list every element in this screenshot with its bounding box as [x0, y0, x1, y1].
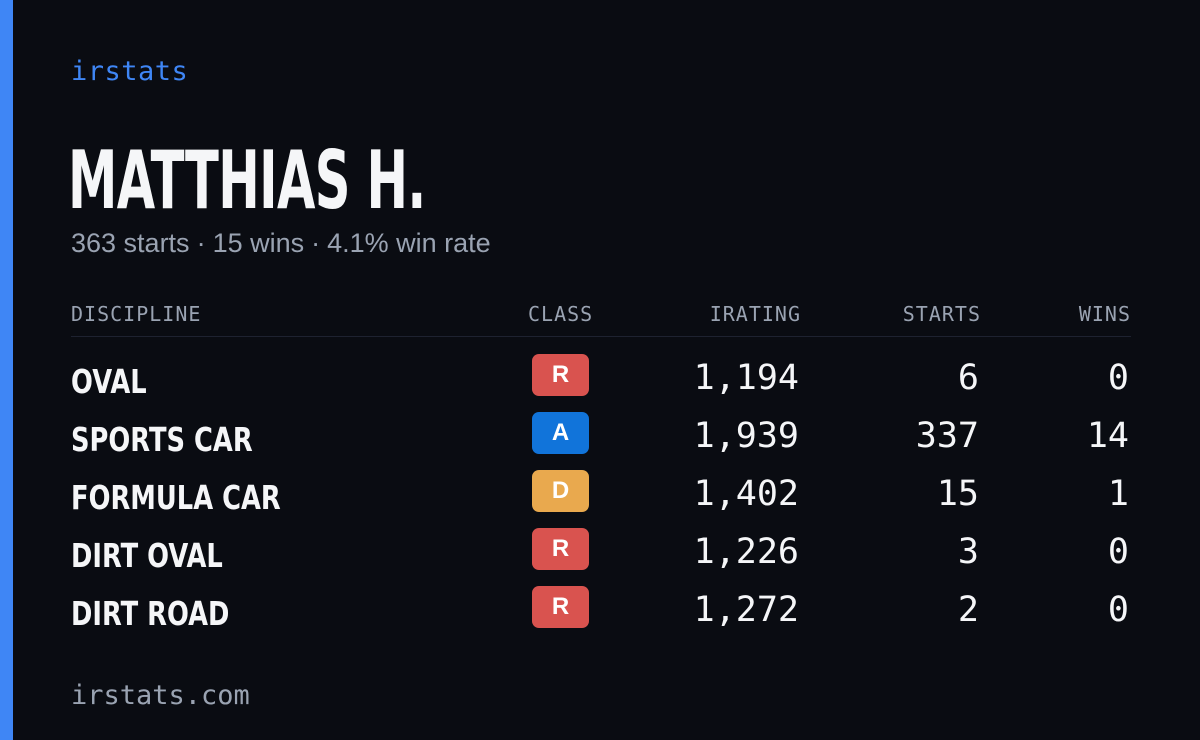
- header-discipline: DISCIPLINE: [71, 302, 202, 326]
- discipline-name: DIRT OVAL: [71, 536, 223, 575]
- starts-value: 6: [957, 358, 979, 398]
- class-badge: R: [532, 586, 589, 628]
- table-row: DIRT OVAL R 1,226 3 0: [71, 528, 1131, 586]
- driver-summary: 363 starts · 15 wins · 4.1% win rate: [71, 228, 491, 259]
- footer-url: irstats.com: [71, 680, 250, 711]
- irating-value: 1,272: [693, 590, 799, 630]
- class-badge: A: [532, 412, 589, 454]
- irating-value: 1,939: [693, 416, 799, 456]
- starts-value: 15: [936, 474, 979, 514]
- header-irating: IRATING: [709, 302, 801, 326]
- summary-win-rate: 4.1% win rate: [327, 228, 491, 258]
- summary-separator: ·: [311, 228, 321, 258]
- brand-logo-text: irstats: [71, 56, 189, 87]
- table-row: FORMULA CAR D 1,402 15 1: [71, 470, 1131, 528]
- class-badge: D: [532, 470, 589, 512]
- wins-value: 0: [1107, 532, 1129, 572]
- table-row: DIRT ROAD R 1,272 2 0: [71, 586, 1131, 644]
- wins-value: 1: [1107, 474, 1129, 514]
- summary-separator: ·: [196, 228, 206, 258]
- accent-bar: [0, 0, 13, 740]
- starts-value: 3: [957, 532, 979, 572]
- discipline-stats-table: DISCIPLINE CLASS IRATING STARTS WINS OVA…: [71, 298, 1131, 644]
- header-wins: WINS: [1078, 302, 1131, 326]
- irating-value: 1,226: [693, 532, 799, 572]
- starts-value: 2: [957, 590, 979, 630]
- class-badge: R: [532, 528, 589, 570]
- wins-value: 0: [1107, 358, 1129, 398]
- header-class: CLASS: [528, 302, 594, 326]
- discipline-name: OVAL: [71, 362, 147, 401]
- table-body: OVAL R 1,194 6 0 SPORTS CAR A 1,939 337 …: [71, 337, 1131, 644]
- discipline-name: SPORTS CAR: [71, 420, 253, 459]
- summary-wins: 15 wins: [212, 228, 305, 258]
- table-row: SPORTS CAR A 1,939 337 14: [71, 412, 1131, 470]
- summary-starts: 363 starts: [71, 228, 190, 258]
- irating-value: 1,402: [693, 474, 799, 514]
- irating-value: 1,194: [693, 358, 799, 398]
- discipline-name: FORMULA CAR: [71, 478, 281, 517]
- driver-name: MATTHIAS H.: [68, 134, 426, 227]
- wins-value: 14: [1086, 416, 1129, 456]
- class-badge: R: [532, 354, 589, 396]
- header-starts: STARTS: [902, 302, 981, 326]
- discipline-name: DIRT ROAD: [71, 594, 230, 633]
- starts-value: 337: [915, 416, 979, 456]
- table-header: DISCIPLINE CLASS IRATING STARTS WINS: [71, 298, 1131, 337]
- table-row: OVAL R 1,194 6 0: [71, 354, 1131, 412]
- wins-value: 0: [1107, 590, 1129, 630]
